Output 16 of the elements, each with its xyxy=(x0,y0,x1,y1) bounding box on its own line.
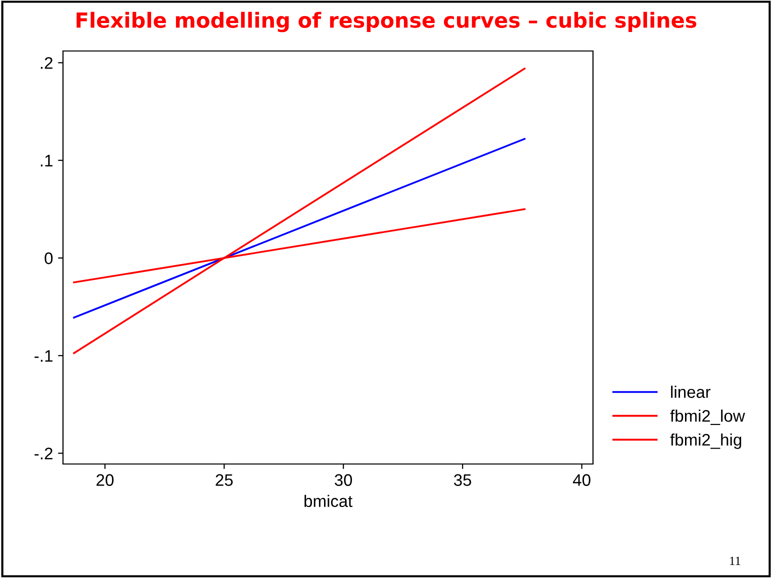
legend-label: fbmi2_low xyxy=(670,410,746,425)
chart-title: Flexible modelling of response curves – cubic splines xyxy=(76,12,696,32)
y-tick-label: -.1 xyxy=(34,350,52,362)
x-tick-label: 35 xyxy=(454,474,472,486)
x-tick-label: 25 xyxy=(216,474,233,486)
x-tick-label: 20 xyxy=(96,474,114,486)
x-tick-label: 40 xyxy=(572,474,590,486)
legend-label: linear xyxy=(671,386,710,398)
x-tick-label: 30 xyxy=(334,474,352,486)
y-tick-label: 0 xyxy=(44,252,53,264)
y-tick-label: -.2 xyxy=(34,448,52,460)
text: 11 xyxy=(730,556,740,566)
y-tick-label: .1 xyxy=(40,154,52,166)
x-axis-title: bmicat xyxy=(304,494,352,508)
legend-label: fbmi2_hig xyxy=(670,433,742,449)
y-tick-label: .2 xyxy=(40,57,52,69)
